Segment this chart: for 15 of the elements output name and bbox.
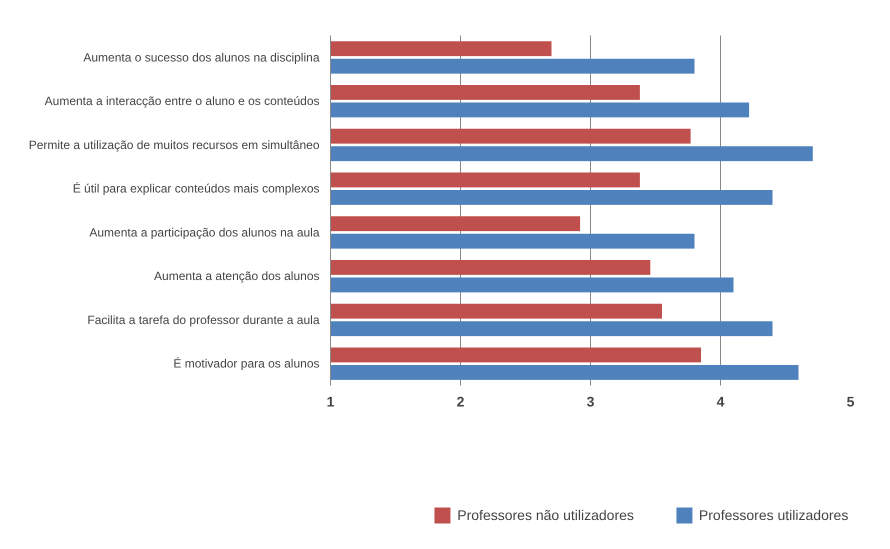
x-tick-label: 2 [456, 394, 465, 410]
y-tick-label: Facilita a tarefa do professor durante a aula [87, 312, 320, 327]
legend-label: Professores utilizadores [698, 506, 848, 522]
y-tick-label: Permite a utilização de muitos recursos em simultâneo [28, 138, 320, 152]
x-tick-label: 3 [586, 394, 595, 410]
x-tick-label: 5 [846, 394, 855, 410]
y-tick-label: Aumenta a participação dos alunos na aula [89, 225, 320, 240]
x-tick-label: 1 [326, 394, 335, 410]
legend-label: Professores não utilizadores [457, 506, 634, 522]
y-tick-label: É motivador para os alunos [173, 356, 320, 371]
y-tick-label: Aumenta o sucesso dos alunos na disciplina [83, 50, 320, 64]
y-tick-label: É útil para explicar conteúdos mais complexos [72, 182, 320, 196]
y-tick-label: Aumenta a atenção dos alunos [154, 269, 320, 284]
x-tick-label: 4 [716, 394, 725, 410]
y-tick-label: Aumenta a interacção entre o aluno e os conteúdos [44, 94, 320, 108]
